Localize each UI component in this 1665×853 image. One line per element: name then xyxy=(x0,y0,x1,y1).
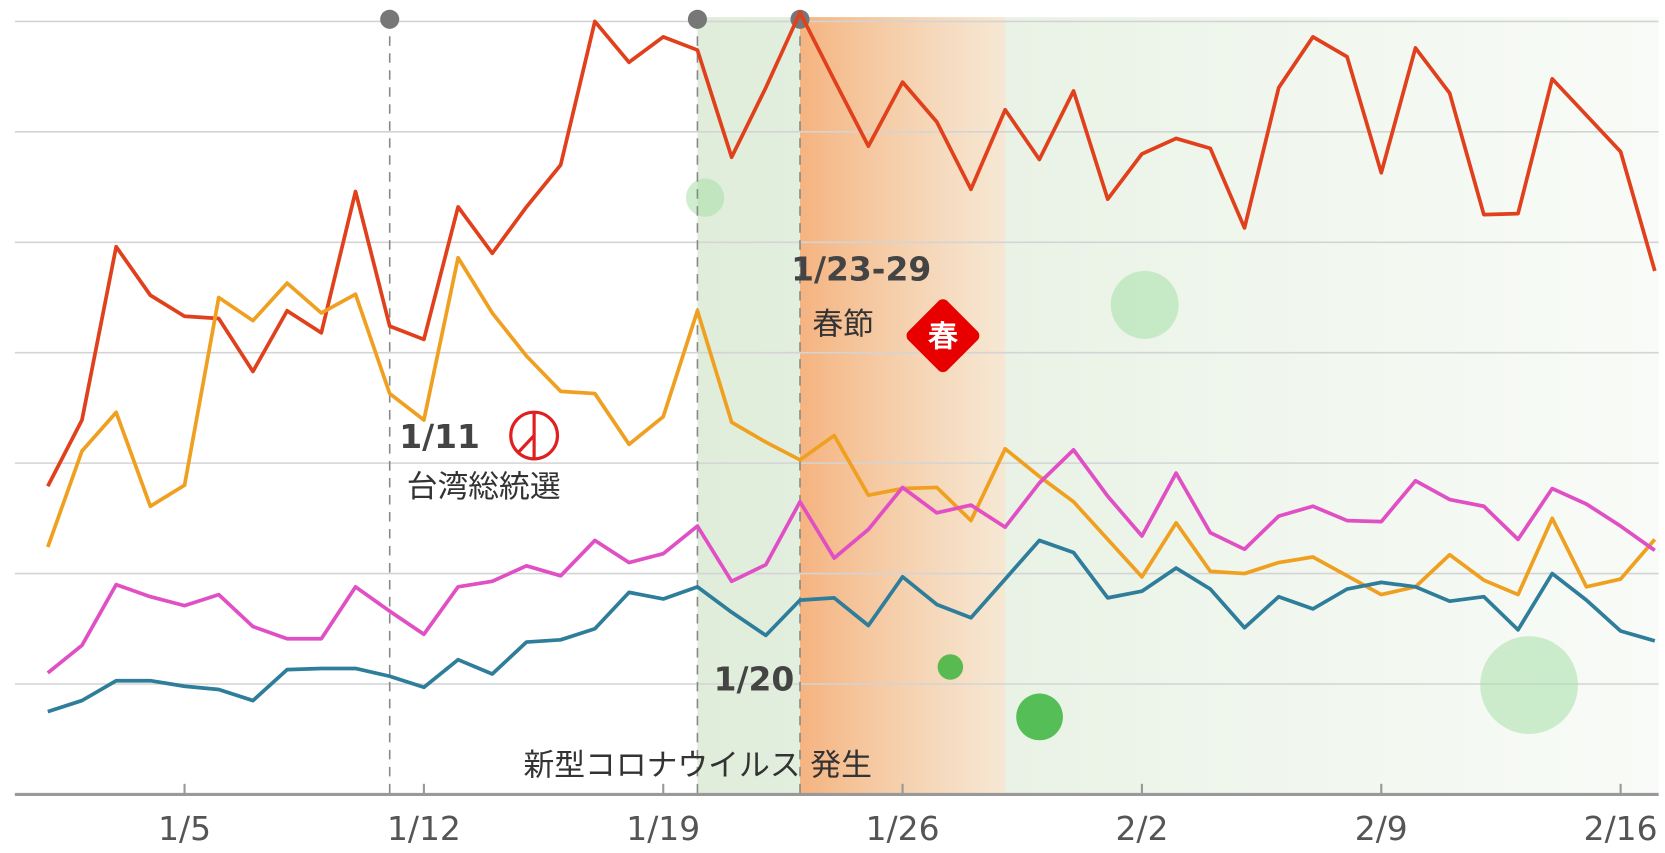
event-dot xyxy=(688,10,707,29)
chart: 1/5 1/12 1/19 1/26 2/2 2/9 2/16 1/11 台湾総統選 1/2… xyxy=(0,0,1665,853)
spring-festival-band xyxy=(800,17,1005,794)
x-tick-label: 1/19 xyxy=(626,809,700,848)
election-icon xyxy=(511,412,558,459)
virus-icon xyxy=(1016,694,1063,741)
annotation-date: 1/20 xyxy=(714,659,795,698)
x-tick-label: 1/5 xyxy=(158,809,211,848)
virus-icon xyxy=(1111,271,1179,339)
x-tick-label: 2/9 xyxy=(1355,809,1408,848)
virus-icon xyxy=(1480,636,1578,734)
x-tick-label: 1/26 xyxy=(866,809,940,848)
page: {"chart_data": { "type": "line", "x": [1… xyxy=(0,0,1665,853)
annotation-label: 台湾総統選 xyxy=(407,469,561,505)
x-tick-label: 2/16 xyxy=(1584,809,1658,848)
annotation-date: 1/11 xyxy=(399,417,480,456)
x-tick-label: 2/2 xyxy=(1115,809,1168,848)
badge-text: 春 xyxy=(928,319,958,354)
event-dot xyxy=(380,10,399,29)
annotation-label: 新型コロナウイルス 発生 xyxy=(523,747,871,783)
virus-icon xyxy=(686,179,724,217)
x-tick-label: 1/12 xyxy=(387,809,461,848)
virus-icon xyxy=(938,654,963,679)
annotation-label: 春節 xyxy=(812,307,874,343)
annotation-date: 1/23-29 xyxy=(791,249,931,288)
